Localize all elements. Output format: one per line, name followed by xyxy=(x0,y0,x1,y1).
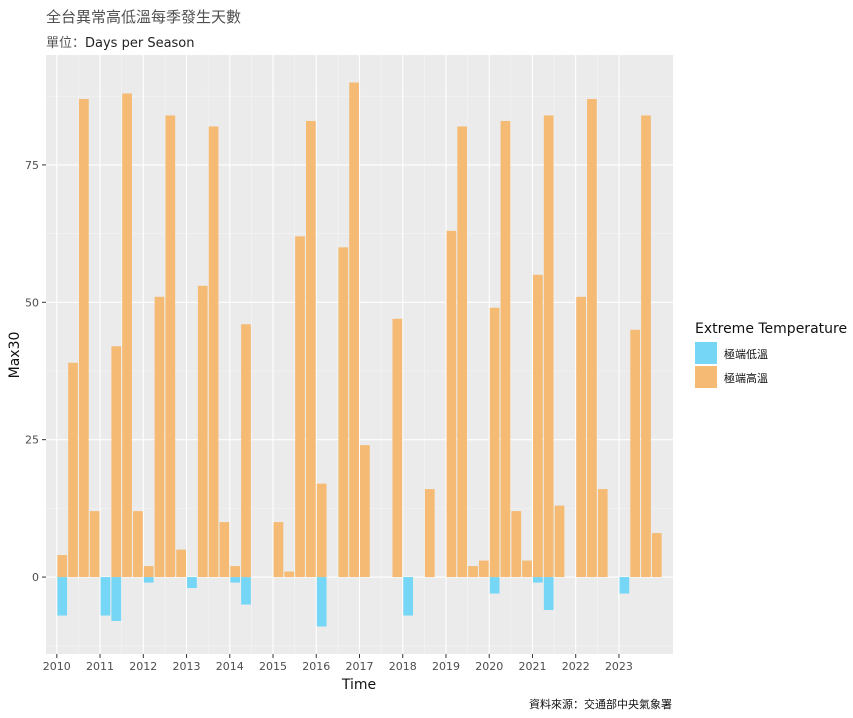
bar-hot-2011-Q3 xyxy=(122,93,132,578)
bar-hot-2012-Q3 xyxy=(165,115,176,578)
bar-hot-2010-Q3 xyxy=(78,98,89,578)
x-tick-label: 2011 xyxy=(86,660,114,673)
legend: Extreme Temperature 極端低溫 極端高溫 xyxy=(695,321,847,388)
bar-hot-2012-Q1 xyxy=(143,566,154,578)
subtitle-unit-label: 單位： xyxy=(46,36,86,51)
bar-hot-2017-Q4 xyxy=(392,318,403,578)
bar-cold-2012-Q1 xyxy=(143,577,154,583)
bar-hot-2013-Q3 xyxy=(208,126,219,578)
bar-hot-2014-Q1 xyxy=(230,566,241,578)
x-axis: 2010 2011 2012 2013 2014 2015 2016 2017 2018 2019… xyxy=(43,654,633,673)
bar-hot-2021-Q2 xyxy=(543,115,554,578)
bar-hot-2014-Q2 xyxy=(241,324,251,578)
bar-hot-2021-Q3 xyxy=(554,505,565,578)
x-tick-label: 2017 xyxy=(346,660,374,673)
legend-label-hot: 極端高溫 xyxy=(724,371,768,385)
chart-title: 全台異常高低溫每季發生天數 xyxy=(46,8,242,26)
bar-cold-2020-Q1 xyxy=(489,577,500,594)
bar-hot-2019-Q4 xyxy=(478,560,489,578)
bar-cold-2014-Q2 xyxy=(241,577,251,605)
x-tick-label: 2018 xyxy=(389,660,417,673)
bar-cold-2011-Q2 xyxy=(111,577,122,622)
grid-lines xyxy=(46,55,673,654)
bar-hot-2023-Q3 xyxy=(641,115,651,578)
legend-swatch-cold xyxy=(695,342,717,364)
legend-swatch-hot xyxy=(695,366,717,388)
x-tick-label: 2015 xyxy=(259,660,287,673)
bar-hot-2016-Q3 xyxy=(338,247,349,578)
bar-hot-2015-Q2 xyxy=(284,571,295,578)
bar-hot-2016-Q4 xyxy=(349,82,359,578)
bar-hot-2023-Q4 xyxy=(651,533,662,578)
legend-label-cold: 極端低溫 xyxy=(724,347,768,361)
bar-cold-2018-Q1 xyxy=(403,577,414,616)
bar-cold-2016-Q1 xyxy=(316,577,327,627)
bar-hot-2022-Q1 xyxy=(576,296,586,578)
bar-cold-2021-Q2 xyxy=(543,577,554,611)
bar-hot-2021-Q1 xyxy=(533,274,543,578)
chart-caption: 資料來源：交通部中央氣象署 xyxy=(529,698,672,711)
bar-hot-2020-Q3 xyxy=(511,511,522,578)
bar-cold-2011-Q1 xyxy=(100,577,111,616)
x-tick-label: 2014 xyxy=(216,660,244,673)
x-tick-label: 2012 xyxy=(129,660,157,673)
bar-hot-2020-Q4 xyxy=(522,560,532,578)
bar-hot-2020-Q2 xyxy=(500,120,511,578)
bar-hot-2015-Q4 xyxy=(305,120,316,578)
x-tick-label: 2016 xyxy=(302,660,330,673)
bar-hot-2022-Q3 xyxy=(597,489,608,578)
bar-cold-2023-Q1 xyxy=(619,577,630,594)
bar-hot-2017-Q1 xyxy=(360,445,370,578)
bar-cold-2021-Q1 xyxy=(533,577,543,583)
bar-hot-2013-Q2 xyxy=(197,285,208,578)
x-tick-label: 2020 xyxy=(475,660,503,673)
bar-hot-2016-Q1 xyxy=(316,483,327,578)
bar-hot-2019-Q1 xyxy=(446,230,457,578)
subtitle-unit-value: Days per Season xyxy=(85,36,195,51)
y-axis-title: Max30 xyxy=(7,332,23,379)
y-tick-label: 25 xyxy=(25,434,39,447)
bar-hot-2019-Q3 xyxy=(468,566,478,578)
bar-hot-2010-Q2 xyxy=(68,362,78,578)
x-tick-label: 2019 xyxy=(432,660,460,673)
bar-hot-2022-Q2 xyxy=(587,98,597,578)
bar-hot-2015-Q1 xyxy=(273,522,284,578)
chart-subtitle: 單位：Days per Season xyxy=(46,32,195,51)
bar-hot-2013-Q4 xyxy=(219,522,230,578)
bar-hot-2012-Q4 xyxy=(176,549,186,578)
bar-hot-2011-Q2 xyxy=(111,346,122,578)
y-axis: 0 25 50 75 xyxy=(25,159,46,584)
bar-hot-2015-Q3 xyxy=(295,236,305,578)
y-tick-label: 75 xyxy=(25,159,39,172)
bar-hot-2023-Q2 xyxy=(630,329,641,578)
bar-hot-2010-Q4 xyxy=(89,511,100,578)
bar-hot-2011-Q4 xyxy=(133,511,143,578)
y-tick-label: 0 xyxy=(32,571,39,584)
x-tick-label: 2021 xyxy=(518,660,546,673)
bars xyxy=(57,82,662,627)
x-axis-title: Time xyxy=(341,677,376,693)
bar-hot-2010-Q1 xyxy=(57,555,68,578)
bar-hot-2019-Q2 xyxy=(457,126,468,578)
bar-hot-2012-Q2 xyxy=(154,296,165,578)
legend-title: Extreme Temperature xyxy=(695,321,847,337)
bar-cold-2014-Q1 xyxy=(230,577,241,583)
x-tick-label: 2010 xyxy=(43,660,71,673)
bar-hot-2020-Q1 xyxy=(489,307,500,578)
x-tick-label: 2023 xyxy=(605,660,633,673)
bar-cold-2010-Q1 xyxy=(57,577,68,616)
y-tick-label: 50 xyxy=(25,296,39,309)
bar-hot-2018-Q3 xyxy=(424,489,435,578)
bar-cold-2013-Q1 xyxy=(187,577,197,589)
x-tick-label: 2013 xyxy=(173,660,201,673)
x-tick-label: 2022 xyxy=(562,660,590,673)
